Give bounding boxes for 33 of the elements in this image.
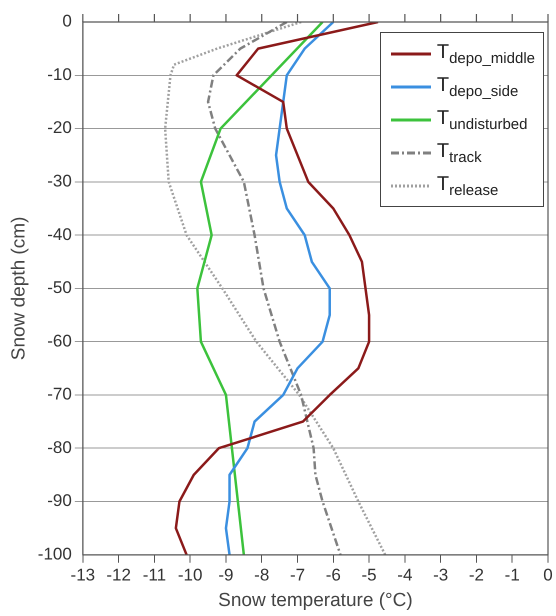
x-tick-label: -7: [290, 566, 306, 585]
y-axis-title: Snow depth (cm): [8, 216, 30, 360]
y-tick-label: -60: [47, 331, 72, 350]
x-tick-label: -9: [218, 566, 234, 585]
y-tick-label: -50: [47, 278, 72, 298]
y-tick-label: -20: [47, 118, 72, 138]
legend-label: T$_{track}$: [436, 140, 482, 166]
legend-label: T$_{release}$: [436, 172, 498, 198]
x-tick-label: -4: [397, 566, 412, 585]
x-tick-label: -11: [142, 566, 166, 585]
x-tick-label: -6: [326, 566, 341, 585]
y-tick-label: -90: [47, 491, 72, 510]
legend-label: T$_{depo_side}$: [436, 74, 518, 100]
y-tick-label: -40: [47, 224, 72, 244]
y-tick-label: -80: [47, 438, 72, 457]
x-tick-label: 0: [543, 566, 553, 585]
line-series: [206, 22, 342, 555]
y-tick-label: -70: [47, 384, 72, 404]
y-tick-label: 0: [62, 12, 72, 31]
legend-label: T$_{undisturbed}$: [436, 106, 528, 132]
x-tick-label: -2: [468, 566, 484, 585]
legend-label: T$_{depo_middle}$: [436, 40, 535, 66]
x-tick-label: -13: [70, 566, 96, 585]
x-tick-label: -12: [106, 566, 131, 585]
x-tick-label: -8: [254, 566, 270, 585]
x-tick-label: -3: [433, 566, 448, 585]
y-tick-label: -30: [47, 172, 72, 191]
x-axis-title: Snow temperature (°C): [218, 590, 413, 611]
y-tick-label: -10: [47, 64, 72, 84]
y-tick-label: -100: [38, 544, 72, 564]
x-tick-label: -1: [504, 566, 520, 585]
x-tick-label: -10: [178, 566, 202, 585]
x-tick-label: -5: [362, 566, 377, 585]
